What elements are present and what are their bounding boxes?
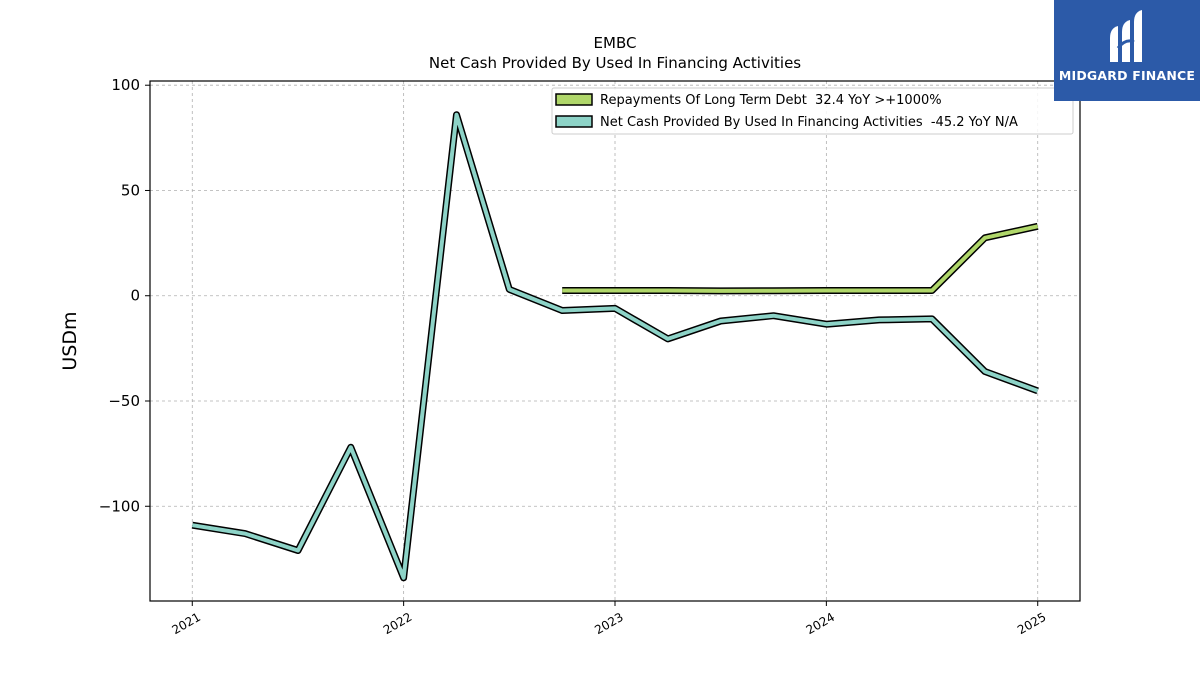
y-tick-label: 0 bbox=[130, 287, 140, 305]
grid bbox=[150, 81, 1080, 601]
y-axis-label: USDm bbox=[59, 311, 81, 370]
midgard-logo-mark-icon bbox=[1110, 10, 1142, 62]
y-tick-label: −50 bbox=[108, 392, 140, 410]
series-line-net-cash bbox=[191, 112, 1039, 580]
x-tick-label: 2023 bbox=[592, 610, 625, 637]
legend-label-repayments: Repayments Of Long Term Debt 32.4 YoY >+… bbox=[600, 93, 942, 108]
x-tick-label: 2024 bbox=[804, 610, 837, 637]
y-tick-label: 100 bbox=[111, 76, 140, 94]
y-tick-label: −100 bbox=[99, 497, 140, 515]
series-line-repayments bbox=[562, 224, 1039, 293]
series-lines bbox=[191, 111, 1039, 582]
x-tick-label: 2021 bbox=[170, 610, 203, 637]
legend-swatch-repayments bbox=[555, 93, 593, 106]
legend-swatch-net-cash bbox=[555, 115, 593, 128]
legend: Repayments Of Long Term Debt 32.4 YoY >+… bbox=[551, 87, 1074, 135]
legend-box bbox=[551, 87, 1074, 135]
logo-text: MIDGARD FINANCE bbox=[1058, 68, 1196, 83]
midgard-finance-logo: MIDGARD FINANCE bbox=[1054, 0, 1200, 101]
y-tick-label: 50 bbox=[121, 181, 140, 199]
chart-title: EMBC bbox=[594, 34, 637, 52]
chart-subtitle: Net Cash Provided By Used In Financing A… bbox=[429, 54, 801, 72]
legend-label-net-cash: Net Cash Provided By Used In Financing A… bbox=[600, 115, 1018, 130]
x-tick-label: 2022 bbox=[381, 610, 414, 637]
x-tick-label: 2025 bbox=[1015, 610, 1048, 637]
axis-ticks: 2021 2022 2023 2024 2025 100 50 0 −50 −100 bbox=[99, 76, 1049, 637]
